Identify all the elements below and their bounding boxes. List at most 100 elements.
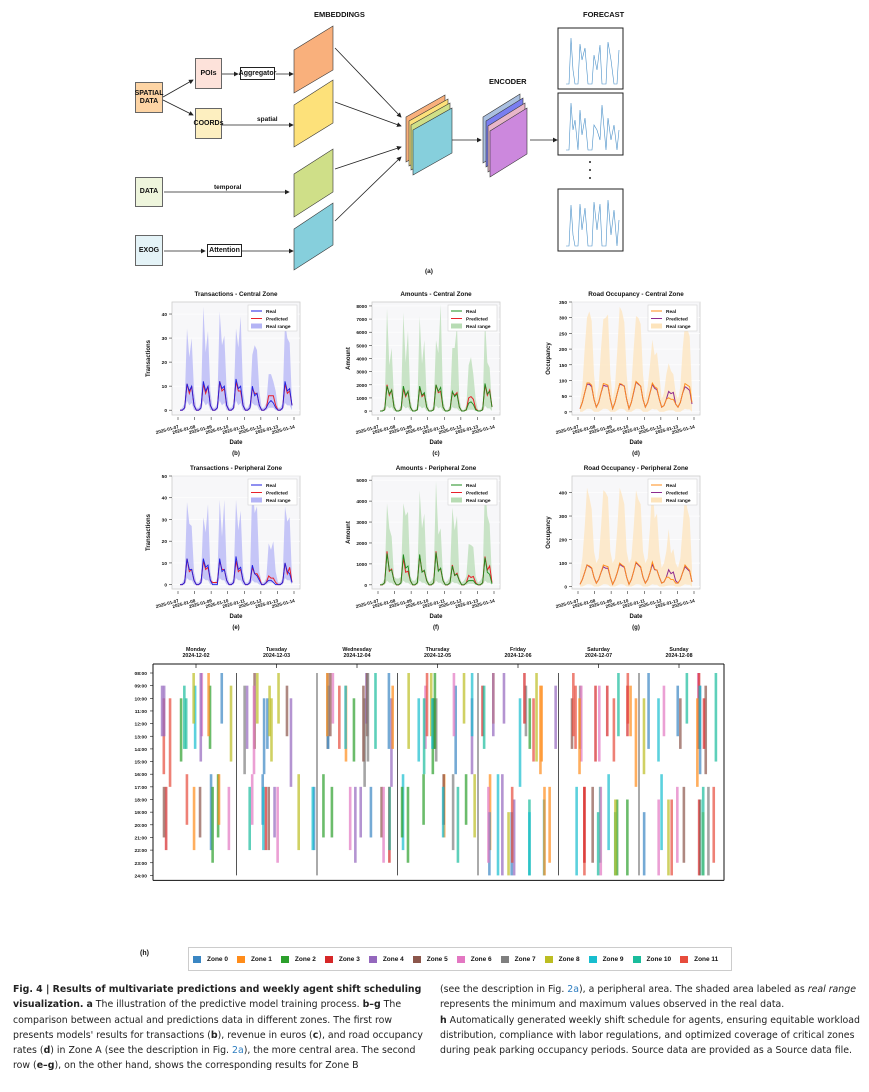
shift-bar (591, 786, 594, 863)
legend-swatch (251, 323, 262, 329)
hour-label: 14:00 (134, 747, 147, 753)
x-tick-label: 2025-01-09 (388, 598, 412, 609)
legend-label: Real range (466, 324, 491, 330)
embedding-temporal (293, 148, 334, 218)
legend-label: Real range (666, 498, 691, 504)
coords-node: COORDs (194, 108, 223, 139)
spatial-edge-label: spatial (257, 116, 278, 123)
y-tick-label: 300 (559, 316, 567, 322)
shift-bar (329, 673, 332, 737)
y-tick-label: 350 (559, 300, 567, 306)
shift-bar (162, 685, 166, 737)
chart-g: Road Occupancy - Peripheral Zone 0 100 200 3… (546, 465, 701, 631)
zone-label: Zone 0 (207, 956, 228, 963)
zone-swatch (632, 956, 641, 963)
shift-bar (614, 799, 617, 876)
y-tick-label: 5000 (356, 478, 367, 484)
zone-swatch (324, 956, 333, 963)
shift-bar (451, 774, 455, 851)
shift-bar (501, 774, 504, 876)
embedding-exog (293, 202, 334, 271)
shift-bar (702, 698, 706, 749)
y-tick-label: 2000 (356, 541, 367, 547)
shift-bar (572, 673, 575, 737)
encoder-stack (482, 93, 528, 178)
hour-label: 08:00 (134, 671, 147, 677)
chart-d: Road Occupancy - Central Zone 0 50 100 150 20… (546, 291, 701, 457)
legend-label: Real (266, 309, 276, 315)
data-node: DATA (135, 177, 163, 207)
shift-bar (348, 786, 352, 851)
shift-bar (268, 685, 271, 737)
y-axis-label: Occupancy (546, 342, 552, 375)
x-axis-label: Date (629, 440, 643, 446)
y-tick-label: 100 (559, 378, 567, 384)
x-axis-label: Date (429, 440, 443, 446)
shift-bar (262, 786, 265, 851)
day-label: Friday (510, 647, 526, 653)
x-axis-label: Date (229, 614, 243, 620)
shift-bar (570, 698, 574, 749)
zone-legend-item: Zone 9 (588, 956, 624, 963)
x-tick-label: 2025-01-08 (172, 424, 196, 435)
shift-bar (162, 786, 166, 838)
shift-bar (388, 786, 391, 851)
hour-label: 11:00 (135, 709, 148, 715)
shift-bar (676, 685, 680, 737)
y-tick-label: 20 (162, 539, 168, 545)
shift-bar (297, 774, 300, 851)
panel-label: (d) (632, 451, 640, 457)
shift-bar (406, 786, 410, 863)
y-tick-label: 10 (162, 561, 168, 567)
fig2a-link[interactable]: 2a (231, 1045, 244, 1057)
x-tick-label: 2025-01-08 (372, 424, 396, 435)
shift-bar (470, 673, 474, 737)
zone-legend-item: Zone 1 (236, 956, 272, 963)
legend-swatch (651, 323, 662, 329)
x-tick-label: 2025-01-14 (671, 424, 695, 435)
day-date: 2024-12-02 (182, 653, 209, 659)
shift-bar (354, 786, 357, 863)
shift-bar (382, 786, 385, 863)
shift-bar (612, 698, 616, 762)
shift-bar (217, 774, 221, 825)
shift-bar (245, 685, 249, 749)
shift-bar (578, 698, 581, 775)
x-tick-label: 2025-01-10 (205, 424, 229, 435)
shift-bar (502, 673, 506, 724)
shift-bar (482, 685, 486, 749)
shift-bar (676, 786, 679, 863)
x-tick-label: 2025-01-08 (172, 598, 196, 609)
fig2a-link[interactable]: 2a (567, 984, 579, 995)
y-axis-label: Amount (346, 347, 352, 370)
panel-h-label: (h) (140, 950, 149, 957)
y-tick-label: 300 (559, 514, 567, 520)
shift-bar (331, 673, 335, 724)
stacked-embeddings (405, 94, 453, 176)
day-date: 2024-12-07 (585, 653, 612, 659)
shift-bar (473, 774, 476, 838)
aggregator-node: Aggregator (239, 67, 276, 80)
caption-a-label: a (86, 999, 93, 1011)
caption-text: (see the description in Fig. (440, 984, 568, 995)
caption-text: represents the minimum and maximum value… (440, 999, 785, 1011)
hour-label: 18:00 (134, 798, 147, 804)
shift-bar (267, 786, 271, 851)
shift-bar (192, 673, 195, 724)
shift-bar (374, 673, 377, 749)
shift-bar (657, 698, 660, 762)
day-date: 2024-12-03 (263, 653, 290, 659)
shift-bar (528, 698, 532, 749)
shift-bar (535, 673, 538, 762)
hour-label: 23:00 (134, 861, 147, 867)
legend-label: Predicted (266, 491, 288, 497)
legend-label: Real (266, 483, 276, 489)
day-label: Saturday (587, 647, 610, 653)
shift-bar (662, 685, 666, 737)
legend-swatch (451, 497, 462, 503)
day-date: 2024-12-06 (504, 653, 531, 659)
x-tick-label: 2025-01-07 (555, 424, 579, 435)
